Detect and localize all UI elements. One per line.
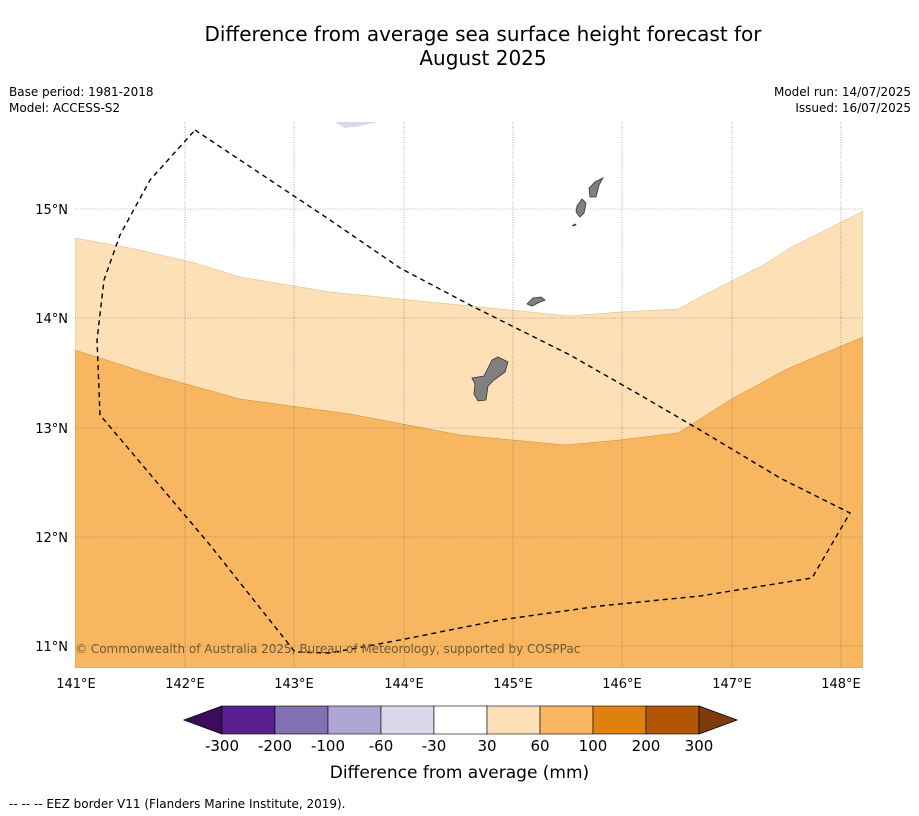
band-neg-patch bbox=[335, 122, 378, 128]
colorbar-tick-label: -200 bbox=[258, 737, 292, 755]
saipan-island bbox=[588, 177, 605, 198]
issued-date: Issued: 16/07/2025 bbox=[795, 101, 911, 115]
colorbar bbox=[182, 705, 739, 735]
rota-island bbox=[526, 296, 546, 307]
lon-labels: 141°E 142°E 143°E 144°E 145°E 146°E 147°… bbox=[56, 677, 861, 692]
colorbar-extend-high bbox=[698, 705, 739, 735]
colorbar-tick-label: -60 bbox=[369, 737, 394, 755]
lat-labels: 15°N 14°N 13°N 12°N 11°N bbox=[35, 203, 68, 655]
lat-label-14: 14°N bbox=[35, 312, 68, 327]
band-60-100 bbox=[75, 336, 863, 668]
colorbar-tick-label: 100 bbox=[579, 737, 608, 755]
colorbar-segment bbox=[645, 705, 700, 735]
lon-label-142: 142°E bbox=[165, 677, 205, 692]
lat-label-11: 11°N bbox=[35, 640, 68, 655]
colorbar-segment bbox=[274, 705, 329, 735]
colorbar-label: Difference from average (mm) bbox=[329, 763, 590, 783]
lon-label-141: 141°E bbox=[56, 677, 96, 692]
colorbar-tick-label: 300 bbox=[685, 737, 714, 755]
guam-island bbox=[471, 356, 509, 402]
aguijan-island bbox=[571, 223, 577, 227]
colorbar-segment bbox=[327, 705, 382, 735]
colorbar-segment bbox=[433, 705, 488, 735]
lon-label-144: 144°E bbox=[384, 677, 424, 692]
eez-legend-note: -- -- -- EEZ border V11 (Flanders Marine… bbox=[9, 797, 346, 811]
title-line-2: August 2025 bbox=[419, 46, 547, 70]
colorbar-segment bbox=[539, 705, 594, 735]
lat-label-13: 13°N bbox=[35, 422, 68, 437]
meta-left: Base period: 1981-2018 Model: ACCESS-S2 bbox=[9, 84, 154, 116]
colorbar-tick-label: -30 bbox=[422, 737, 447, 755]
copyright-notice: © Commonwealth of Australia 2025, Bureau… bbox=[75, 642, 581, 656]
map-title: Difference from average sea surface heig… bbox=[0, 22, 919, 70]
map-area bbox=[75, 122, 863, 668]
colorbar-tick-label: 30 bbox=[477, 737, 496, 755]
lon-label-147: 147°E bbox=[712, 677, 752, 692]
title-line-1: Difference from average sea surface heig… bbox=[204, 22, 762, 46]
islands bbox=[471, 177, 605, 402]
colorbar-tick-label: 200 bbox=[632, 737, 661, 755]
base-period: Base period: 1981-2018 bbox=[9, 85, 154, 99]
model-run: Model run: 14/07/2025 bbox=[773, 85, 911, 99]
colorbar-segment bbox=[380, 705, 435, 735]
tinian-island bbox=[575, 198, 587, 218]
eez-border bbox=[96, 129, 851, 654]
lon-label-145: 145°E bbox=[493, 677, 533, 692]
colorbar-tick-label: -100 bbox=[311, 737, 345, 755]
lon-label-146: 146°E bbox=[602, 677, 642, 692]
lon-label-148: 148°E bbox=[821, 677, 861, 692]
colorbar-ticks: -300 -200 -100 -60 -30 30 60 100 200 300 bbox=[205, 737, 713, 755]
gridlines bbox=[75, 122, 863, 668]
colorbar-tick-label: -300 bbox=[205, 737, 239, 755]
colorbar-extend-low bbox=[182, 705, 223, 735]
lat-label-15: 15°N bbox=[35, 203, 68, 218]
colorbar-segment bbox=[592, 705, 647, 735]
colorbar-tick-label: 60 bbox=[530, 737, 549, 755]
model-name: Model: ACCESS-S2 bbox=[9, 101, 121, 115]
lat-label-12: 12°N bbox=[35, 531, 68, 546]
colorbar-segment bbox=[486, 705, 541, 735]
lon-label-143: 143°E bbox=[274, 677, 314, 692]
meta-right: Model run: 14/07/2025 Issued: 16/07/2025 bbox=[774, 84, 911, 116]
colorbar-segment bbox=[221, 705, 276, 735]
